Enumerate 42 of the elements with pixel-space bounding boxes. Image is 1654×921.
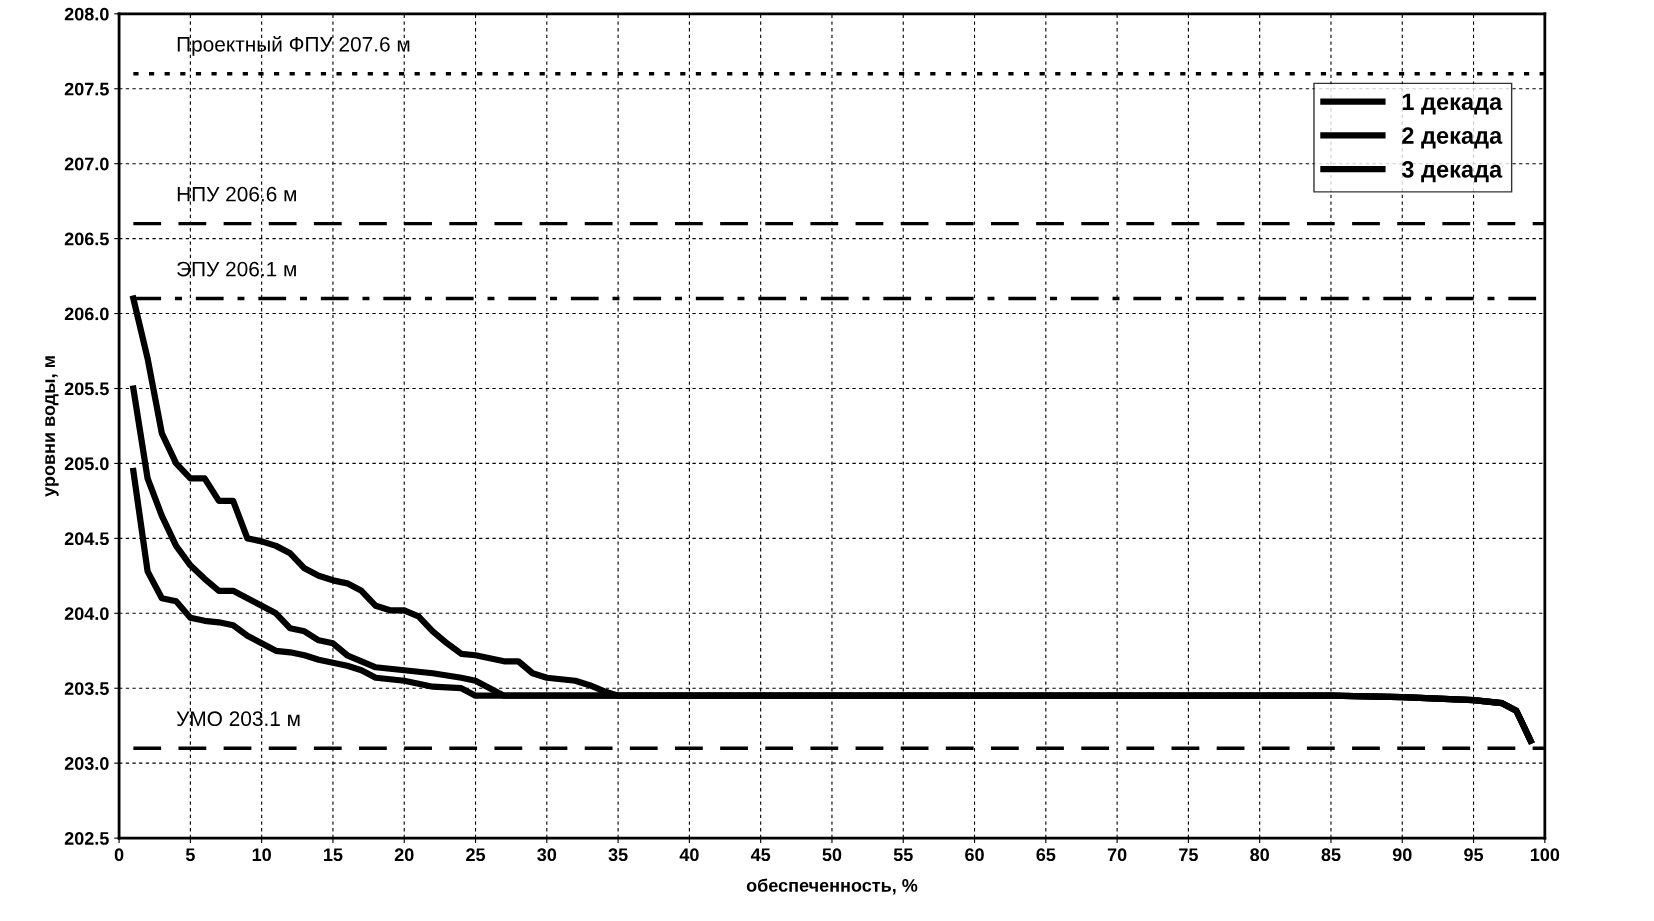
- x-tick-label: 15: [324, 848, 343, 862]
- y-tick-label: 206.0: [64, 307, 109, 321]
- x-tick-label: 80: [1250, 848, 1269, 862]
- x-tick-label: 70: [1107, 848, 1127, 862]
- y-tick-label: 202.5: [64, 832, 109, 845]
- x-tick-label: 35: [608, 848, 628, 862]
- x-tick-label: 25: [466, 848, 486, 862]
- y-tick-label: 208.0: [64, 7, 109, 21]
- x-tick-label: 95: [1464, 848, 1484, 862]
- y-tick-label: 205.5: [64, 382, 109, 396]
- x-tick-label: 10: [252, 848, 271, 862]
- y-axis-title: уровни воды, м: [45, 356, 59, 497]
- y-tick-label: 207.0: [64, 157, 109, 171]
- x-axis-title: обеспеченность, %: [746, 878, 918, 895]
- ref-line-label: ЭПУ 206.1 м: [177, 261, 296, 277]
- x-tick-label: 65: [1036, 848, 1056, 862]
- x-tick-label: 75: [1179, 848, 1198, 862]
- y-tick-label: 205.0: [64, 457, 109, 471]
- x-tick-label: 100: [1530, 848, 1560, 862]
- ref-line-label: НПУ 206.6 м: [177, 186, 296, 202]
- x-tick-label: 5: [185, 848, 195, 862]
- x-tick-label: 45: [750, 848, 771, 862]
- y-tick-label: 207.5: [64, 82, 109, 96]
- x-tick-label: 40: [679, 848, 699, 862]
- x-tick-label: 30: [537, 848, 557, 862]
- legend-label: 1 декада: [1402, 93, 1503, 115]
- legend-label: 3 декада: [1401, 161, 1503, 183]
- x-tick-label: 20: [394, 848, 414, 862]
- x-tick-label: 50: [822, 848, 842, 862]
- x-tick-label: 0: [114, 848, 124, 862]
- x-tick-label: 90: [1392, 848, 1412, 862]
- y-tick-label: 206.5: [64, 232, 109, 246]
- legend-label: 2 декада: [1402, 127, 1503, 149]
- y-tick-label: 204.0: [64, 607, 109, 621]
- y-tick-label: 203.5: [64, 682, 109, 695]
- ref-line-label: УМО 203.1 м: [176, 711, 300, 727]
- x-tick-label: 55: [893, 848, 913, 862]
- x-tick-label: 60: [965, 848, 984, 862]
- x-tick-label: 85: [1321, 848, 1341, 862]
- ref-line-label: Проектный ФПУ 207.6 м: [177, 35, 410, 56]
- y-tick-label: 203.0: [64, 757, 109, 770]
- y-tick-label: 204.5: [64, 532, 109, 546]
